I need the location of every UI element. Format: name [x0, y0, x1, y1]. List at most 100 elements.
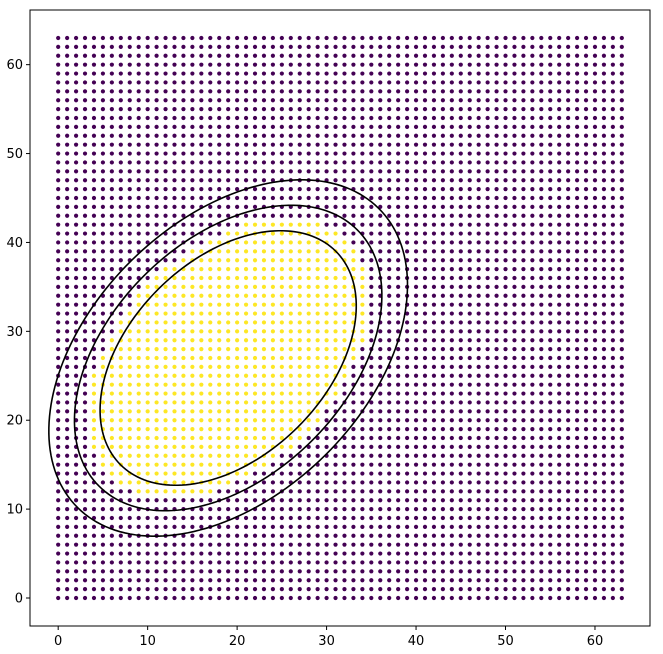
scatter-point: [369, 462, 374, 467]
scatter-point: [539, 338, 544, 343]
scatter-point: [145, 115, 150, 121]
scatter-point: [539, 62, 544, 67]
scatter-point: [91, 320, 97, 325]
scatter-point: [324, 569, 329, 574]
scatter-point: [387, 507, 392, 512]
scatter-point: [145, 524, 150, 529]
scatter-point: [181, 515, 186, 521]
scatter-point: [592, 231, 598, 236]
scatter-point: [82, 62, 88, 67]
scatter-point: [405, 435, 410, 441]
scatter-point: [82, 293, 88, 298]
scatter-point: [467, 587, 472, 592]
scatter-point: [476, 124, 481, 129]
scatter-point: [65, 178, 70, 183]
scatter-point: [467, 115, 472, 121]
scatter-point: [467, 498, 472, 503]
scatter-point: [324, 80, 329, 85]
scatter-point: [387, 293, 392, 298]
scatter-point: [369, 213, 374, 218]
scatter-point: [243, 231, 249, 236]
scatter-point: [574, 80, 580, 85]
scatter-point: [521, 267, 526, 272]
scatter-point: [190, 71, 195, 76]
scatter-point: [566, 275, 571, 281]
scatter-point: [405, 489, 410, 494]
scatter-point: [342, 302, 347, 307]
scatter-point: [530, 444, 535, 449]
scatter-point: [413, 178, 419, 183]
scatter-point: [91, 80, 97, 85]
scatter-point: [315, 98, 320, 103]
scatter-point: [521, 560, 526, 565]
scatter-point: [100, 44, 106, 49]
scatter-point: [163, 249, 168, 254]
scatter-point: [458, 382, 463, 387]
scatter-point: [65, 462, 70, 467]
scatter-point: [583, 391, 589, 396]
scatter-point: [217, 62, 222, 67]
scatter-point: [306, 409, 311, 414]
scatter-point: [235, 595, 240, 601]
scatter-point: [279, 133, 284, 138]
scatter-point: [127, 169, 132, 174]
scatter-point: [449, 347, 454, 352]
scatter-point: [65, 373, 70, 378]
scatter-point: [521, 258, 526, 263]
scatter-point: [512, 373, 517, 378]
scatter-point: [485, 275, 490, 281]
scatter-point: [485, 355, 490, 361]
scatter-point: [458, 524, 463, 529]
scatter-point: [65, 551, 70, 556]
scatter-point: [163, 471, 168, 476]
scatter-point: [566, 480, 571, 485]
scatter-point: [235, 551, 240, 556]
scatter-point: [583, 53, 589, 58]
scatter-point: [485, 213, 490, 218]
scatter-point: [521, 249, 526, 254]
scatter-point: [413, 320, 419, 325]
scatter-point: [548, 427, 553, 432]
scatter-point: [521, 595, 526, 601]
scatter-point: [351, 347, 356, 352]
scatter-point: [342, 515, 347, 521]
scatter-point: [190, 329, 195, 334]
scatter-point: [494, 258, 499, 263]
scatter-point: [324, 62, 329, 67]
scatter-point: [521, 293, 526, 298]
scatter-point: [306, 338, 311, 343]
scatter-point: [485, 427, 490, 432]
scatter-point: [592, 453, 598, 458]
scatter-point: [512, 489, 517, 494]
scatter-point: [91, 178, 97, 183]
scatter-point: [369, 400, 374, 405]
scatter-point: [396, 355, 401, 361]
scatter-point: [217, 507, 222, 512]
scatter-point: [467, 231, 472, 236]
scatter-point: [583, 71, 589, 76]
scatter-point: [154, 373, 159, 378]
scatter-point: [73, 284, 79, 289]
scatter-point: [297, 373, 302, 378]
scatter-point: [261, 302, 267, 307]
scatter-point: [413, 53, 419, 58]
scatter-point: [270, 98, 275, 103]
scatter-point: [431, 382, 437, 387]
scatter-point: [592, 275, 598, 281]
scatter-point: [485, 240, 490, 245]
scatter-point: [521, 462, 526, 467]
scatter-point: [539, 231, 544, 236]
scatter-point: [476, 267, 481, 272]
scatter-point: [557, 284, 562, 289]
scatter-point: [413, 124, 419, 129]
scatter-point: [235, 480, 240, 485]
scatter-point: [494, 275, 499, 281]
scatter-point: [279, 560, 284, 565]
scatter-point: [485, 533, 490, 538]
scatter-point: [574, 151, 580, 156]
y-tick-label: 30: [6, 325, 23, 340]
scatter-point: [548, 133, 553, 138]
scatter-point: [100, 569, 106, 574]
scatter-point: [235, 98, 240, 103]
scatter-point: [145, 178, 150, 183]
